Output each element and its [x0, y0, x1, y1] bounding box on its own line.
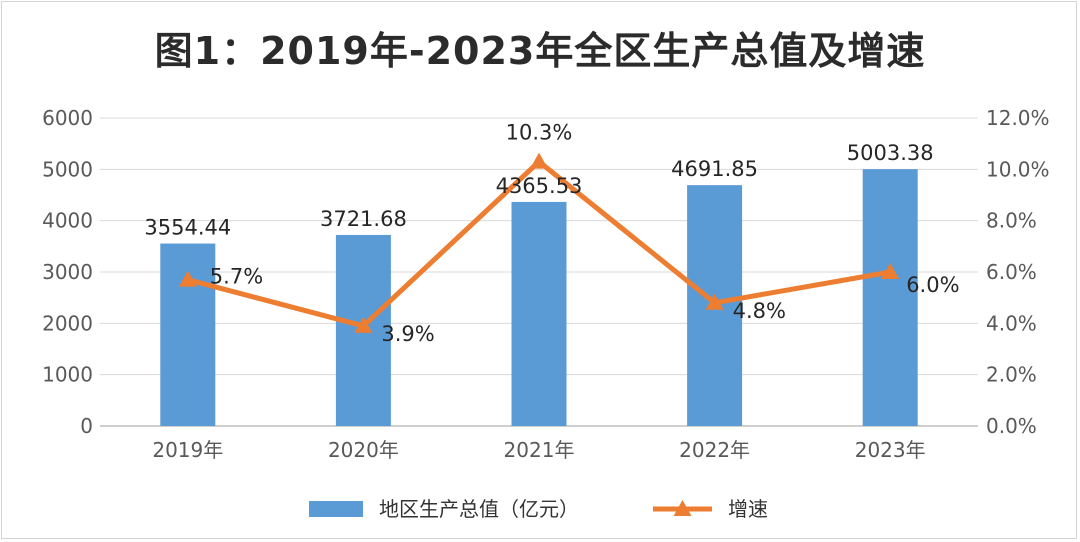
line-data-label: 5.7% [210, 265, 263, 289]
bar-data-label: 3721.68 [320, 207, 407, 231]
right-axis-tick-label: 6.0% [986, 260, 1037, 284]
triangle-marker [354, 316, 373, 333]
bar [862, 169, 918, 426]
triangle-marker [530, 152, 548, 169]
left-axis-tick-label: 3000 [42, 260, 93, 284]
axes: 0 0.0% 1000 2.0% 2000 4.0% 3000 6.0% 4000 8.0% 500… [42, 106, 1049, 462]
legend-triangle-icon [673, 500, 692, 516]
bar-series [160, 169, 918, 426]
gridlines [100, 117, 978, 376]
right-axis-tick-label: 4.0% [986, 311, 1037, 335]
x-axis-tick-label: 2020年 [328, 438, 399, 462]
x-axis-tick-label: 2022年 [679, 438, 750, 462]
left-axis-tick-label: 5000 [42, 157, 93, 181]
right-axis-tick-label: 12.0% [986, 106, 1050, 130]
left-axis-tick-label: 4000 [42, 209, 93, 233]
line-series [178, 152, 900, 333]
triangle-marker [881, 263, 900, 279]
right-axis-tick-label: 2.0% [986, 363, 1037, 387]
bar-data-label: 4691.85 [671, 157, 758, 181]
legend-line-label: 增速 [728, 497, 768, 521]
bar [511, 201, 567, 426]
x-axis-tick-label: 2021年 [504, 438, 575, 462]
line-data-label: 6.0% [906, 273, 959, 297]
right-axis-tick-label: 0.0% [986, 414, 1037, 438]
legend: 地区生产总值（亿元） 增速 [309, 497, 768, 521]
bar-data-label: 5003.38 [847, 141, 934, 165]
legend-bar-swatch [309, 501, 363, 517]
line-data-label: 3.9% [381, 322, 434, 346]
triangle-marker [705, 293, 724, 310]
line-data-label: 10.3% [506, 121, 573, 145]
left-axis-tick-label: 2000 [42, 311, 93, 335]
line-data-label: 4.8% [733, 299, 786, 323]
x-axis-tick-label: 2023年 [855, 438, 926, 462]
left-axis-tick-label: 0 [80, 414, 93, 438]
bar-data-label: 3554.44 [144, 216, 231, 240]
left-axis-tick-label: 6000 [42, 106, 93, 130]
legend-bar-label: 地区生产总值（亿元） [379, 497, 579, 521]
data-labels: 3554.44 3721.68 4365.53 4691.85 5003.38 5.7% 3… [144, 121, 959, 346]
right-axis-tick-label: 10.0% [986, 157, 1050, 181]
chart-title: 图1：2019年-2023年全区生产总值及增速 [154, 29, 926, 73]
x-axis-tick-label: 2019年 [152, 438, 223, 462]
left-axis-tick-label: 1000 [42, 363, 93, 387]
bar-data-label: 4365.53 [496, 174, 583, 198]
triangle-marker [178, 270, 197, 287]
right-axis-tick-label: 8.0% [986, 209, 1037, 233]
